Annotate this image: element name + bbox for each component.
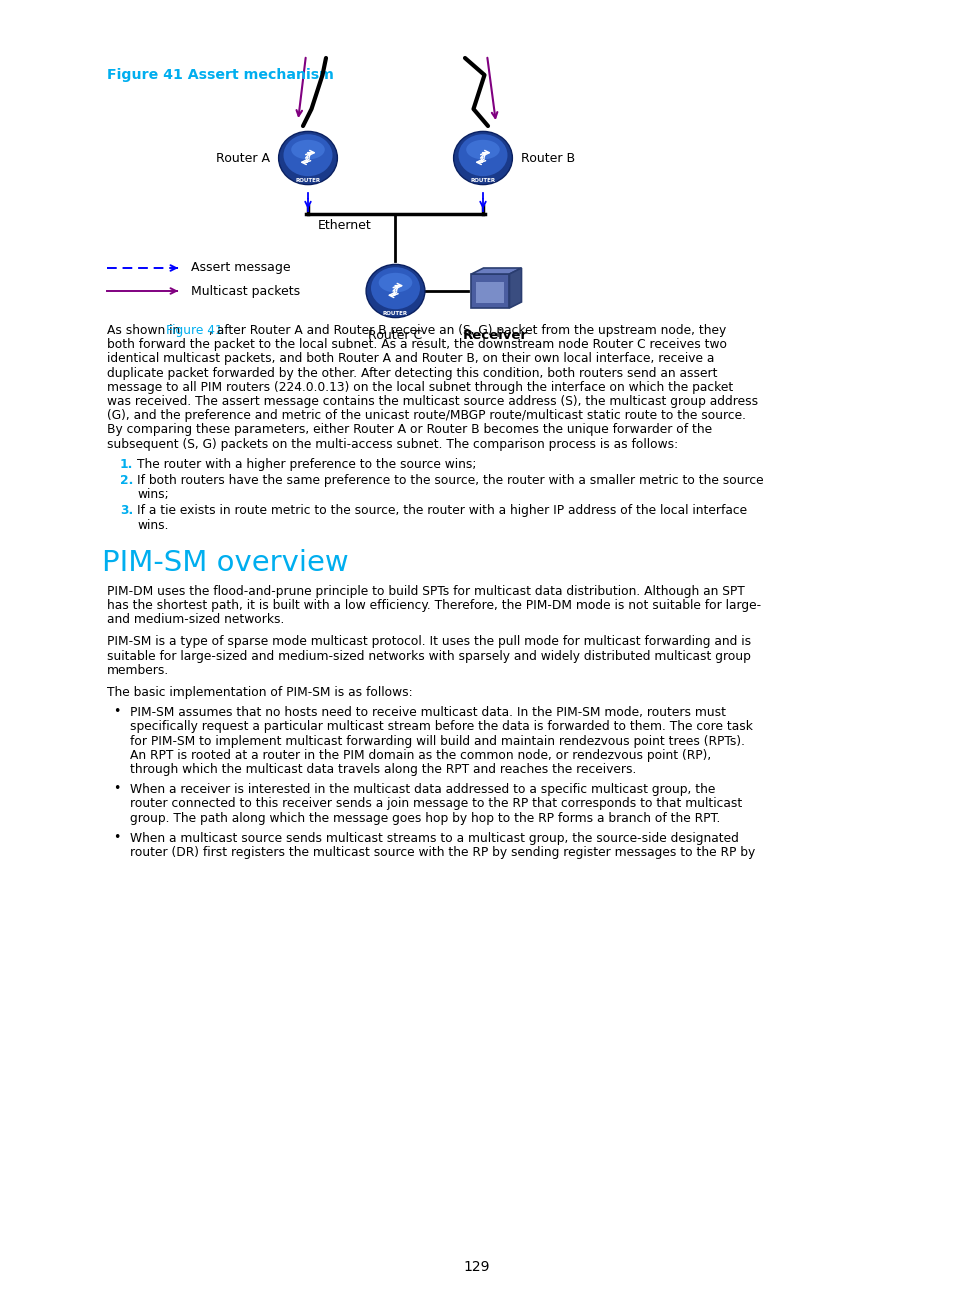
Text: both forward the packet to the local subnet. As a result, the downstream node Ro: both forward the packet to the local sub… [107, 338, 726, 351]
Text: group. The path along which the message goes hop by hop to the RP forms a branch: group. The path along which the message … [130, 811, 720, 824]
Text: PIM-SM is a type of sparse mode multicast protocol. It uses the pull mode for mu: PIM-SM is a type of sparse mode multicas… [107, 635, 750, 648]
Polygon shape [471, 273, 509, 308]
Text: ROUTER: ROUTER [295, 178, 320, 183]
Text: PIM-SM assumes that no hosts need to receive multicast data. In the PIM-SM mode,: PIM-SM assumes that no hosts need to rec… [130, 706, 725, 719]
Text: Router A: Router A [215, 152, 270, 165]
Text: suitable for large-sized and medium-sized networks with sparsely and widely dist: suitable for large-sized and medium-size… [107, 649, 750, 662]
Text: subsequent (S, G) packets on the multi-access subnet. The comparison process is : subsequent (S, G) packets on the multi-a… [107, 438, 678, 451]
Text: Figure 41 Assert mechanism: Figure 41 Assert mechanism [107, 67, 334, 82]
Text: Ethernet: Ethernet [317, 219, 372, 232]
Ellipse shape [458, 135, 507, 176]
Text: •: • [113, 783, 121, 796]
Ellipse shape [291, 140, 324, 159]
Text: By comparing these parameters, either Router A or Router B becomes the unique fo: By comparing these parameters, either Ro… [107, 424, 711, 437]
Text: When a receiver is interested in the multicast data addressed to a specific mult: When a receiver is interested in the mul… [130, 783, 715, 796]
Text: 2.: 2. [120, 474, 133, 487]
Text: router connected to this receiver sends a join message to the RP that correspond: router connected to this receiver sends … [130, 797, 741, 810]
Text: for PIM-SM to implement multicast forwarding will build and maintain rendezvous : for PIM-SM to implement multicast forwar… [130, 735, 744, 748]
Text: specifically request a particular multicast stream before the data is forwarded : specifically request a particular multic… [130, 721, 752, 734]
Text: •: • [113, 831, 121, 844]
Text: When a multicast source sends multicast streams to a multicast group, the source: When a multicast source sends multicast … [130, 832, 739, 845]
Text: 1.: 1. [120, 457, 133, 470]
Text: router (DR) first registers the multicast source with the RP by sending register: router (DR) first registers the multicas… [130, 846, 755, 859]
Text: duplicate packet forwarded by the other. After detecting this condition, both ro: duplicate packet forwarded by the other.… [107, 367, 717, 380]
Ellipse shape [466, 140, 499, 159]
Ellipse shape [378, 272, 412, 293]
Text: PIM-DM uses the flood-and-prune principle to build SPTs for multicast data distr: PIM-DM uses the flood-and-prune principl… [107, 584, 744, 597]
Ellipse shape [371, 267, 419, 310]
Text: has the shortest path, it is built with a low efficiency. Therefore, the PIM-DM : has the shortest path, it is built with … [107, 599, 760, 612]
Text: (G), and the preference and metric of the unicast route/MBGP route/multicast sta: (G), and the preference and metric of th… [107, 410, 745, 422]
Text: members.: members. [107, 664, 169, 677]
Text: identical multicast packets, and both Router A and Router B, on their own local : identical multicast packets, and both Ro… [107, 353, 714, 365]
Text: 3.: 3. [120, 504, 133, 517]
Ellipse shape [278, 131, 337, 184]
Text: Figure 41: Figure 41 [166, 324, 222, 337]
Text: An RPT is rooted at a router in the PIM domain as the common node, or rendezvous: An RPT is rooted at a router in the PIM … [130, 749, 711, 762]
Text: was received. The assert message contains the multicast source address (S), the : was received. The assert message contain… [107, 395, 758, 408]
Text: ROUTER: ROUTER [382, 311, 408, 316]
Polygon shape [471, 268, 521, 273]
Ellipse shape [283, 135, 333, 176]
Polygon shape [476, 283, 504, 303]
Text: ROUTER: ROUTER [470, 178, 495, 183]
Text: wins;: wins; [137, 489, 169, 502]
Text: As shown in: As shown in [107, 324, 184, 337]
Polygon shape [509, 268, 521, 308]
Text: The basic implementation of PIM-SM is as follows:: The basic implementation of PIM-SM is as… [107, 686, 413, 699]
Text: through which the multicast data travels along the RPT and reaches the receivers: through which the multicast data travels… [130, 763, 636, 776]
Ellipse shape [366, 264, 424, 318]
Text: Router C: Router C [368, 329, 422, 342]
Text: wins.: wins. [137, 518, 169, 531]
Text: 129: 129 [463, 1260, 490, 1274]
Text: , after Router A and Router B receive an (S, G) packet from the upstream node, t: , after Router A and Router B receive an… [210, 324, 726, 337]
Text: If both routers have the same preference to the source, the router with a smalle: If both routers have the same preference… [137, 474, 762, 487]
Text: Multicast packets: Multicast packets [191, 285, 300, 298]
Text: Router B: Router B [520, 152, 575, 165]
Ellipse shape [453, 131, 512, 184]
Text: If a tie exists in route metric to the source, the router with a higher IP addre: If a tie exists in route metric to the s… [137, 504, 746, 517]
Text: and medium-sized networks.: and medium-sized networks. [107, 613, 284, 626]
Text: PIM-SM overview: PIM-SM overview [102, 548, 349, 577]
Text: The router with a higher preference to the source wins;: The router with a higher preference to t… [137, 457, 476, 470]
Text: •: • [113, 705, 121, 718]
Text: Assert message: Assert message [191, 262, 291, 275]
Text: Receiver: Receiver [462, 329, 527, 342]
Text: message to all PIM routers (224.0.0.13) on the local subnet through the interfac: message to all PIM routers (224.0.0.13) … [107, 381, 733, 394]
